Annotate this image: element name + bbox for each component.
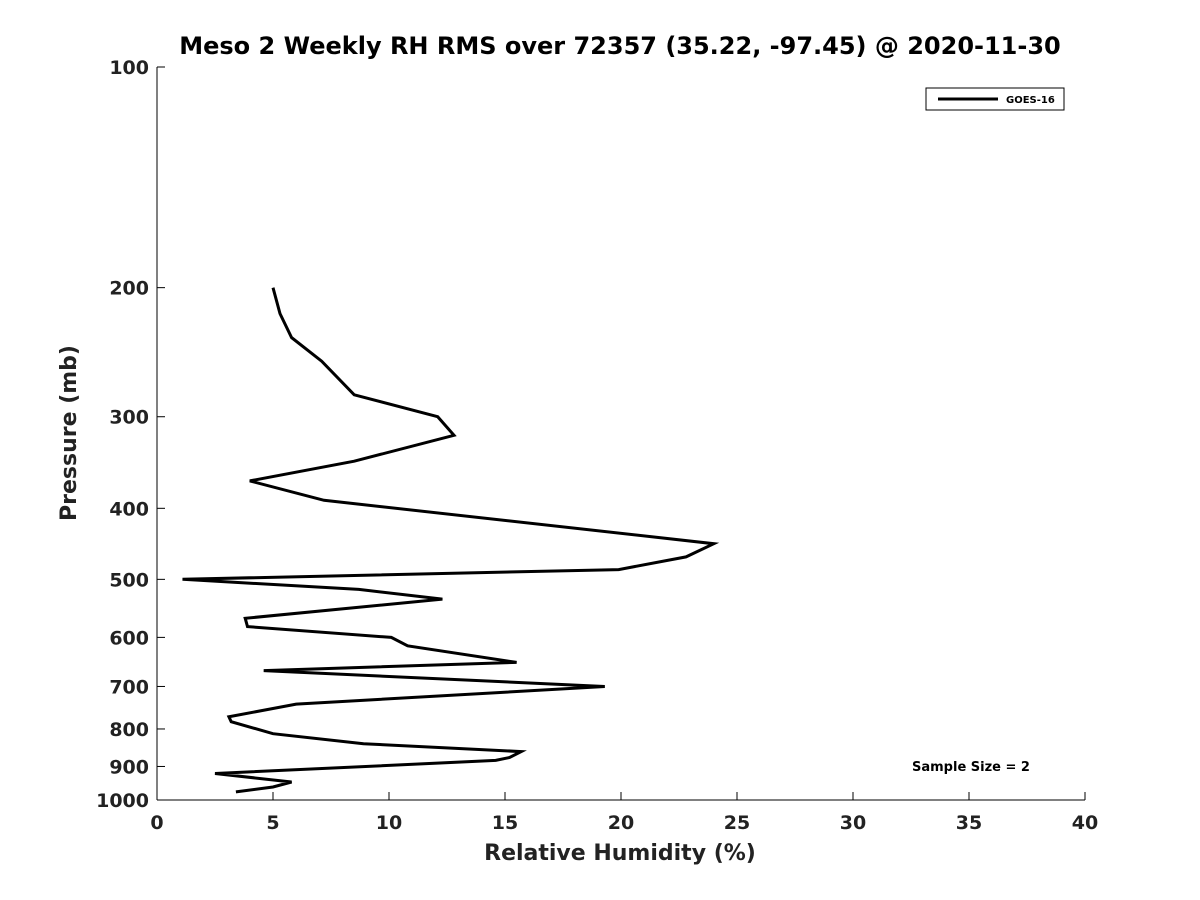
y-tick-label: 1000: [96, 790, 149, 812]
legend: GOES-16: [925, 87, 1065, 111]
x-tick-label: 40: [1072, 812, 1098, 834]
x-tick-label: 0: [150, 812, 163, 834]
x-tick-label: 20: [608, 812, 634, 834]
x-tick-label: 35: [956, 812, 982, 834]
series-layer: [182, 287, 720, 794]
y-tick-label: 400: [109, 498, 149, 520]
y-tick-label: 800: [109, 719, 149, 741]
legend-label: GOES-16: [1006, 95, 1055, 106]
y-axis-label: Pressure (mb): [57, 345, 82, 521]
y-tick-label: 100: [109, 57, 149, 79]
y-tick-label: 600: [109, 627, 149, 649]
x-tick-label: 15: [492, 812, 518, 834]
sample-size-annotation: Sample Size = 2: [912, 760, 1030, 775]
x-tick-label: 10: [376, 812, 402, 834]
y-tick-label: 500: [109, 569, 149, 591]
y-ticks: 100 200 300 400 500 600 700 800 900 1000: [96, 57, 165, 812]
chart-title: Meso 2 Weekly RH RMS over 72357 (35.22, …: [179, 32, 1061, 60]
x-tick-label: 30: [840, 812, 866, 834]
y-tick-label: 200: [109, 278, 149, 300]
series-line-goes-16: [182, 287, 720, 794]
y-tick-label: 900: [109, 756, 149, 778]
x-axis-label: Relative Humidity (%): [484, 841, 756, 866]
x-tick-label: 25: [724, 812, 750, 834]
y-tick-label: 700: [109, 676, 149, 698]
x-ticks: 0 5 10 15 20 25 30 35 40: [150, 792, 1098, 834]
x-tick-label: 5: [266, 812, 279, 834]
y-tick-label: 300: [109, 407, 149, 429]
